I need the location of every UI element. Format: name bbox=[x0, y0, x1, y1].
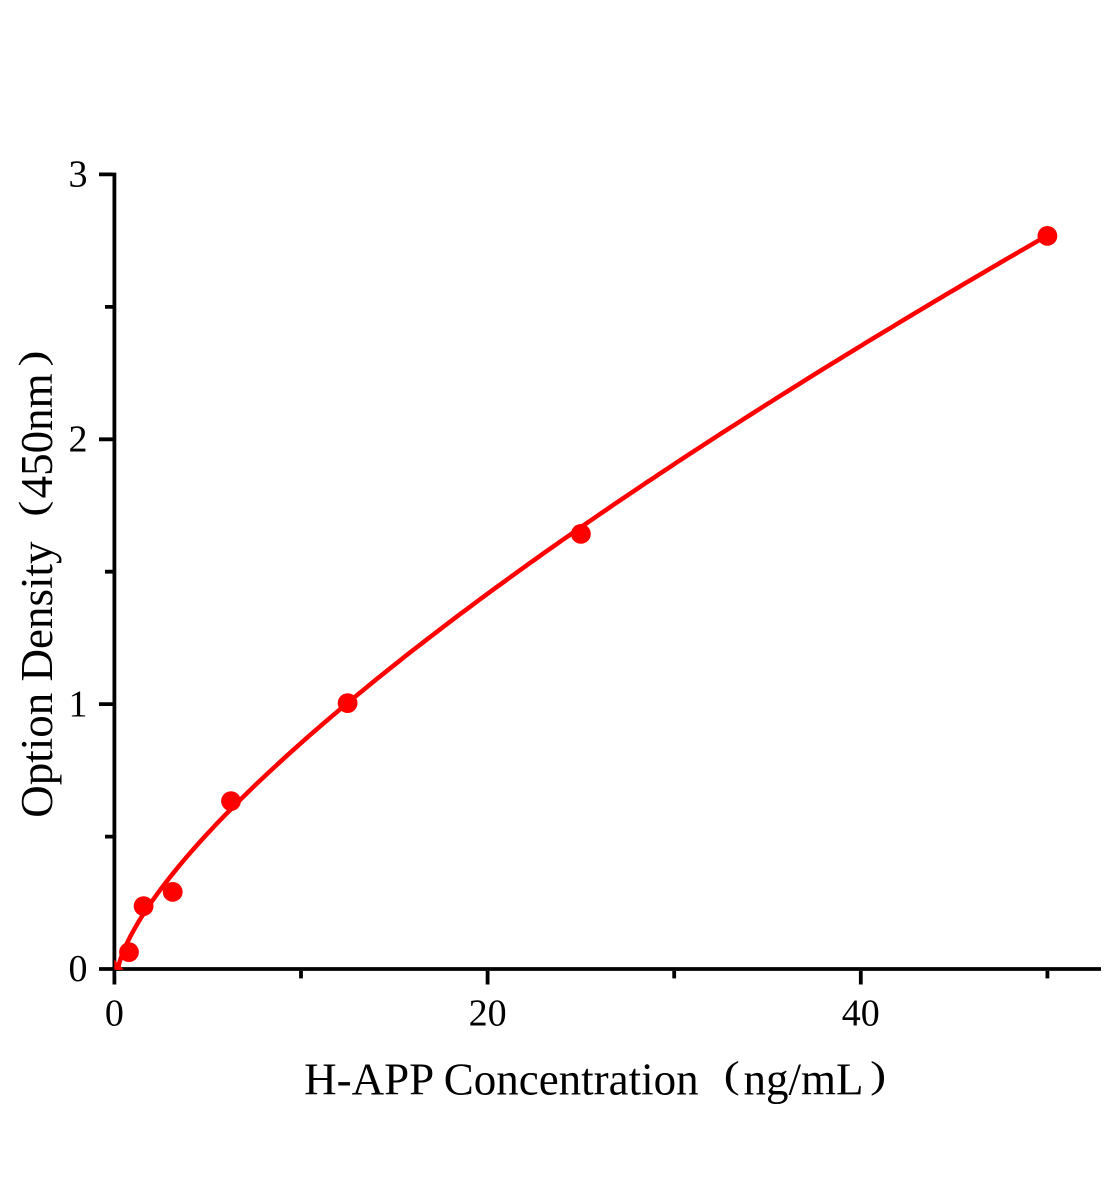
svg-text:ng/mL: ng/mL bbox=[744, 1054, 864, 1104]
svg-text:450nm: 450nm bbox=[12, 373, 62, 498]
svg-text:3: 3 bbox=[69, 154, 88, 196]
svg-text:40: 40 bbox=[842, 992, 880, 1034]
svg-text:): ) bbox=[11, 350, 53, 366]
svg-text:(: ( bbox=[724, 1054, 740, 1096]
svg-text:1: 1 bbox=[69, 683, 88, 725]
svg-text:0: 0 bbox=[105, 992, 124, 1034]
svg-text:(: ( bbox=[11, 501, 53, 517]
svg-text:H-APP Concentration: H-APP Concentration bbox=[304, 1054, 699, 1104]
svg-text:): ) bbox=[870, 1054, 886, 1096]
svg-text:2: 2 bbox=[69, 419, 88, 461]
svg-text:20: 20 bbox=[469, 992, 507, 1034]
svg-text:0: 0 bbox=[69, 948, 88, 990]
svg-text:Option Density: Option Density bbox=[12, 541, 62, 818]
